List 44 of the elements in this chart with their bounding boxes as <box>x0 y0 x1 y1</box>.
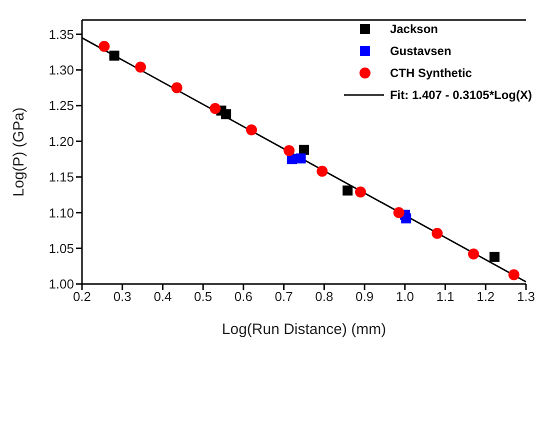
x-tick-label: 1.3 <box>516 289 536 304</box>
point <box>342 186 353 196</box>
legend-label: CTH Synthetic <box>390 66 472 80</box>
y-axis-title: Log(P) (GPa) <box>10 107 28 197</box>
x-tick-label: 0.9 <box>356 289 374 304</box>
point <box>221 109 232 120</box>
point <box>432 228 443 239</box>
legend-label: Fit: 1.407 - 0.3105*Log(X) <box>390 88 532 102</box>
x-tick-label: 0.3 <box>113 289 132 304</box>
x-tick-label: 0.2 <box>72 289 92 304</box>
point <box>468 248 480 260</box>
point <box>135 62 146 73</box>
x-tick-label: 0.5 <box>194 289 212 304</box>
point <box>401 213 412 224</box>
legend-label: Gustavsen <box>390 44 452 58</box>
x-tick-label: 1.2 <box>476 289 495 304</box>
point <box>393 207 404 218</box>
x-tick-label: 0.7 <box>274 289 293 304</box>
point <box>171 82 182 94</box>
x-tick-label: 0.8 <box>315 289 334 304</box>
y-tick-label: 1.10 <box>48 205 74 220</box>
point <box>316 166 328 177</box>
point <box>284 145 295 156</box>
point <box>109 50 120 61</box>
y-tick-label: 1.00 <box>48 276 74 292</box>
point <box>296 153 306 164</box>
y-tick-label: 1.30 <box>48 62 74 78</box>
legend-label: Jackson <box>390 22 438 36</box>
x-tick-label: 1.0 <box>396 289 414 304</box>
y-tick-label: 1.05 <box>48 240 74 256</box>
y-tick-label: 1.35 <box>48 26 74 42</box>
x-tick-label: 0.6 <box>234 289 252 304</box>
point <box>355 186 366 198</box>
point <box>246 124 258 136</box>
point <box>508 269 520 280</box>
x-tick-label: 0.4 <box>154 289 172 304</box>
x-axis-title: Log(Run Distance) (mm) <box>222 321 386 338</box>
point <box>210 102 221 114</box>
y-tick-label: 1.25 <box>48 98 74 114</box>
x-tick-label: 1.1 <box>436 289 454 304</box>
y-tick-label: 1.15 <box>48 170 74 185</box>
point <box>490 252 500 262</box>
y-tick-label: 1.20 <box>48 134 74 149</box>
point <box>98 40 110 52</box>
